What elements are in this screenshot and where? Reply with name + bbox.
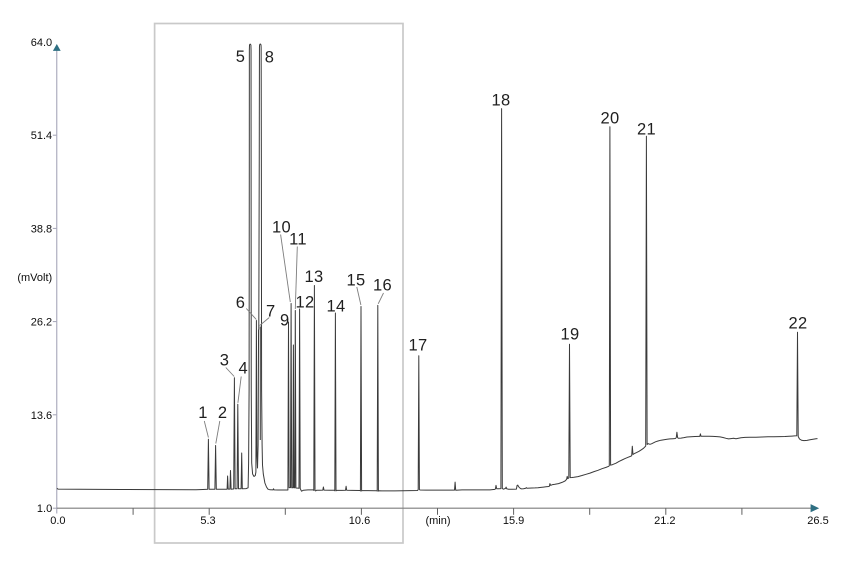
svg-text:21: 21: [637, 120, 656, 138]
svg-text:2: 2: [218, 404, 227, 422]
svg-text:16: 16: [373, 277, 392, 295]
svg-text:12: 12: [296, 294, 315, 312]
svg-text:17: 17: [409, 337, 428, 355]
svg-text:5: 5: [236, 48, 245, 66]
svg-text:9: 9: [280, 312, 289, 330]
svg-text:18: 18: [492, 92, 511, 110]
svg-text:26.5: 26.5: [807, 515, 828, 527]
svg-text:51.4: 51.4: [31, 130, 52, 142]
svg-text:8: 8: [265, 49, 274, 67]
svg-text:(mVolt): (mVolt): [17, 272, 52, 284]
svg-text:(min): (min): [425, 515, 450, 527]
svg-text:14: 14: [327, 297, 346, 315]
svg-text:6: 6: [236, 294, 245, 312]
svg-text:15: 15: [347, 272, 366, 290]
svg-text:3: 3: [220, 352, 229, 370]
svg-text:38.8: 38.8: [31, 223, 52, 235]
svg-text:4: 4: [238, 360, 247, 378]
svg-text:10.6: 10.6: [349, 515, 370, 527]
svg-text:64.0: 64.0: [31, 37, 52, 49]
svg-text:26.2: 26.2: [31, 317, 52, 329]
svg-text:13.6: 13.6: [31, 410, 52, 422]
svg-text:7: 7: [266, 302, 275, 320]
svg-text:15.9: 15.9: [503, 515, 524, 527]
svg-text:0.0: 0.0: [50, 515, 65, 527]
svg-text:1.0: 1.0: [37, 503, 52, 515]
svg-text:19: 19: [561, 326, 580, 344]
svg-text:10: 10: [272, 219, 291, 237]
svg-text:22: 22: [789, 315, 808, 333]
svg-text:5.3: 5.3: [200, 515, 215, 527]
svg-text:20: 20: [601, 110, 620, 128]
svg-text:21.2: 21.2: [654, 515, 675, 527]
svg-text:11: 11: [289, 231, 307, 249]
svg-text:13: 13: [305, 268, 324, 286]
svg-text:1: 1: [198, 404, 207, 422]
